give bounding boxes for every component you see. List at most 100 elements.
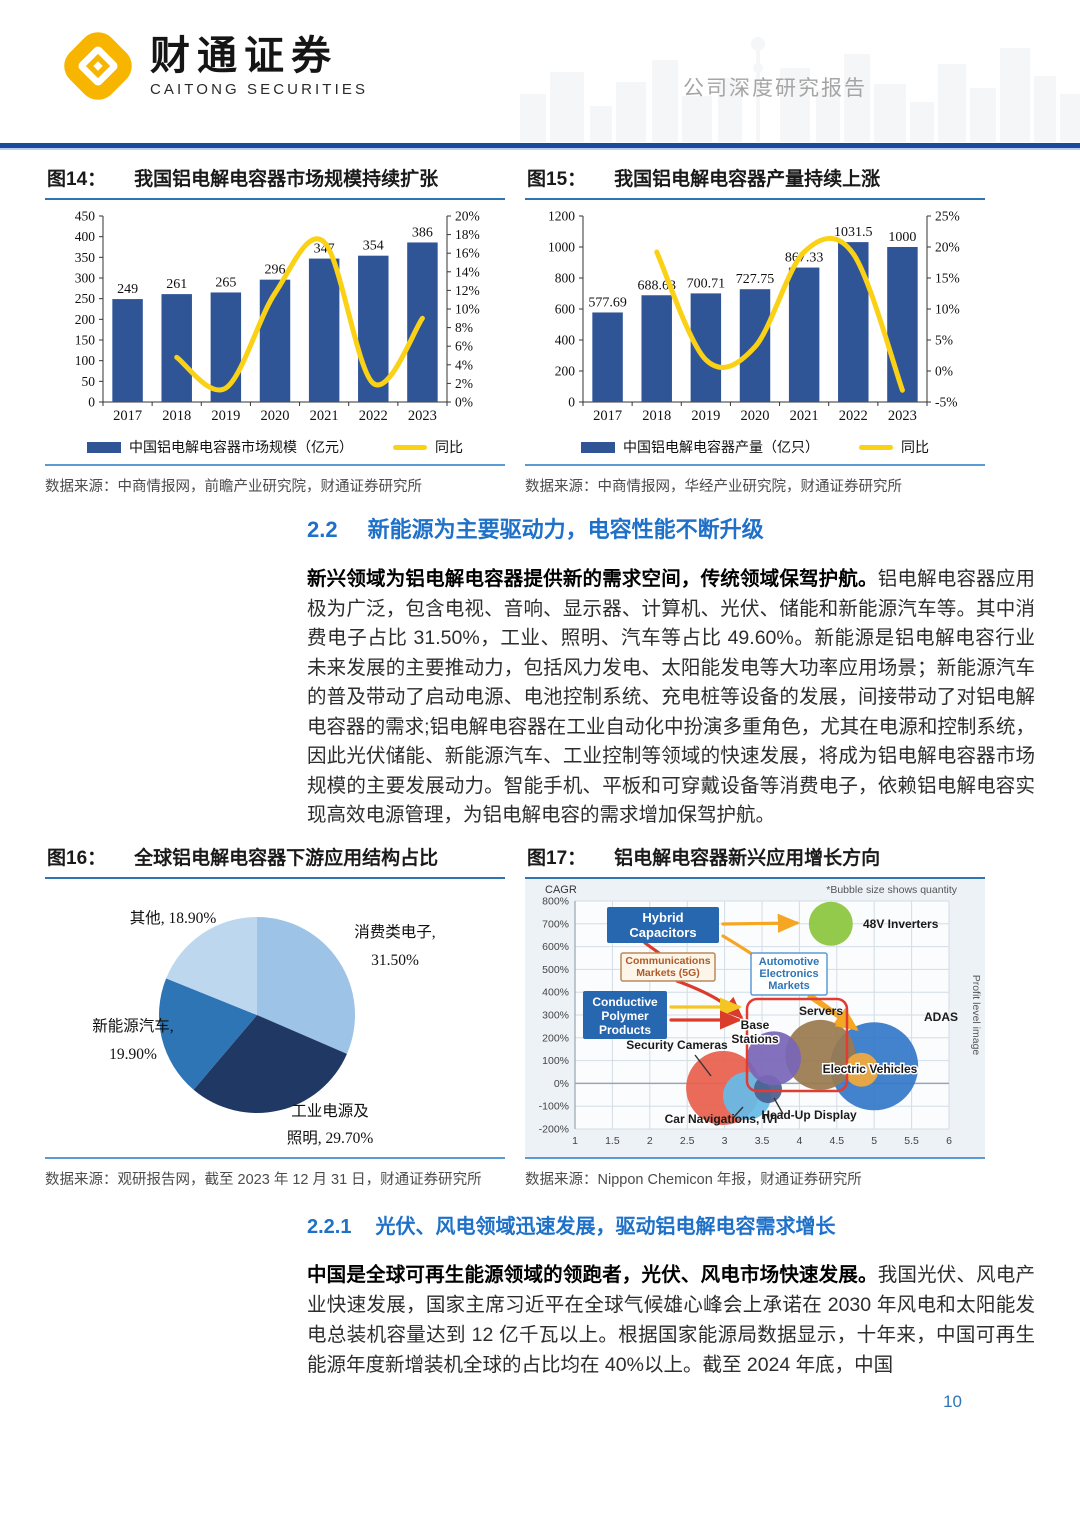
figure-16-title: 图16： 全球铝电解电容器下游应用结构占比 xyxy=(45,841,505,879)
section-2-2-1-title: 光伏、风电领域迅速发展，驱动铝电解电容需求增长 xyxy=(375,1215,836,1238)
svg-text:5%: 5% xyxy=(935,333,953,348)
svg-text:10%: 10% xyxy=(935,302,960,317)
section-2-2-1-number: 2.2.1 xyxy=(307,1215,352,1238)
section-2-2-heading: 2.2 新能源为主要驱动力，电容性能不断升级 xyxy=(307,515,1035,545)
fig14-legend: 中国铝电解电容器市场规模（亿元） 同比 xyxy=(45,435,505,459)
svg-text:2019: 2019 xyxy=(211,408,240,424)
svg-text:2%: 2% xyxy=(455,376,473,391)
svg-text:250: 250 xyxy=(75,291,96,306)
svg-text:386: 386 xyxy=(412,225,433,240)
svg-text:18%: 18% xyxy=(455,227,480,242)
svg-text:800: 800 xyxy=(555,271,576,286)
svg-text:5: 5 xyxy=(871,1135,877,1147)
caitong-logo-icon xyxy=(64,32,132,100)
svg-text:*Bubble size shows quantity: *Bubble size shows quantity xyxy=(826,884,957,896)
svg-text:2017: 2017 xyxy=(593,408,622,424)
svg-text:600: 600 xyxy=(555,302,576,317)
section-2-2-title: 新能源为主要驱动力，电容性能不断升级 xyxy=(367,517,764,542)
svg-text:ADAS: ADAS xyxy=(924,1010,958,1024)
paragraph-2-body: 我国光伏、风电产业快速发展，国家主席习近平在全球气候雄心峰会上承诺在 2030 … xyxy=(307,1263,1035,1376)
svg-text:31.50%: 31.50% xyxy=(371,952,419,969)
svg-text:300: 300 xyxy=(75,271,96,286)
svg-text:0: 0 xyxy=(88,395,95,410)
svg-text:Electric Vehicles: Electric Vehicles xyxy=(823,1062,918,1076)
svg-text:其他, 18.90%: 其他, 18.90% xyxy=(130,909,217,927)
fig15-legend-line-label: 同比 xyxy=(901,441,929,456)
svg-text:20%: 20% xyxy=(455,209,480,224)
svg-text:Stations: Stations xyxy=(731,1032,779,1046)
bar-swatch-icon xyxy=(87,441,121,453)
figure-16: 图16： 全球铝电解电容器下游应用结构占比 消费类电子, 31.50% 工业电源及照… xyxy=(45,841,505,1192)
fig16-source: 数据来源：观研报告网，截至 2023 年 12 月 31 日，财通证券研究所 xyxy=(45,1156,505,1192)
paragraph-1-body: 铝电解电容器应用极为广泛，包含电视、音响、显示器、计算机、光伏、储能和新能源汽车… xyxy=(307,568,1035,826)
svg-text:700.71: 700.71 xyxy=(687,276,726,291)
svg-text:200: 200 xyxy=(555,364,576,379)
fig14-legend-bar: 中国铝电解电容器市场规模（亿元） xyxy=(87,437,353,457)
svg-text:14%: 14% xyxy=(455,264,480,279)
figure-15: 图15： 我国铝电解电容器产量持续上涨 1200 1000 800 600 400 200… xyxy=(525,162,985,499)
bar-swatch-icon xyxy=(581,441,615,453)
figure-14-label: 图14： xyxy=(47,169,107,190)
figure-15-title: 图15： 我国铝电解电容器产量持续上涨 xyxy=(525,162,985,200)
svg-text:8%: 8% xyxy=(455,320,473,335)
skyline-watermark xyxy=(520,37,1080,142)
fig15-legend-bar-label: 中国铝电解电容器产量（亿只） xyxy=(623,441,819,456)
paragraph-1-lead: 新兴领域为铝电解电容器提供新的需求空间，传统领域保驾护航。 xyxy=(307,568,878,590)
figure-17-title: 图17： 铝电解电容器新兴应用增长方向 xyxy=(525,841,985,879)
svg-text:0%: 0% xyxy=(455,395,473,410)
line-swatch-icon xyxy=(859,444,893,450)
svg-text:Automotive: Automotive xyxy=(759,956,820,968)
fig14-legend-line-label: 同比 xyxy=(435,441,463,456)
svg-text:Head-Up Display: Head-Up Display xyxy=(761,1108,857,1122)
figure-17-label: 图17： xyxy=(527,847,587,869)
svg-text:Markets (5G): Markets (5G) xyxy=(636,967,700,979)
page-content: 图14： 我国铝电解电容器市场规模持续扩张 450 400 350 300 250 200… xyxy=(0,162,1080,1380)
svg-text:2022: 2022 xyxy=(839,408,868,424)
fig17-bubble-chart: 1 1.5 2 2.5 3 3.5 4 4.5 5 5.5 6 800% 700% 600% 500% 400… xyxy=(525,878,985,1157)
svg-text:1: 1 xyxy=(572,1135,578,1147)
svg-text:20%: 20% xyxy=(935,240,960,255)
svg-text:2023: 2023 xyxy=(888,408,917,424)
svg-text:249: 249 xyxy=(117,282,138,297)
svg-text:400%: 400% xyxy=(542,986,569,998)
svg-text:1000: 1000 xyxy=(548,240,575,255)
svg-text:2021: 2021 xyxy=(790,408,819,424)
svg-text:2018: 2018 xyxy=(162,408,191,424)
svg-text:1031.5: 1031.5 xyxy=(834,225,873,240)
svg-text:500%: 500% xyxy=(542,963,569,975)
svg-text:0%: 0% xyxy=(935,364,953,379)
svg-text:300%: 300% xyxy=(542,1009,569,1021)
fig14-source: 数据来源：中商情报网，前瞻产业研究院，财通证券研究所 xyxy=(45,464,505,499)
fig14-legend-line: 同比 xyxy=(393,437,463,457)
figure-15-title-text: 我国铝电解电容器产量持续上涨 xyxy=(614,169,881,190)
svg-text:3.5: 3.5 xyxy=(755,1135,770,1147)
svg-text:4%: 4% xyxy=(455,357,473,372)
svg-text:Products: Products xyxy=(599,1023,651,1037)
svg-text:-200%: -200% xyxy=(539,1123,569,1135)
svg-text:0%: 0% xyxy=(554,1077,569,1089)
svg-text:5.5: 5.5 xyxy=(904,1135,919,1147)
svg-text:354: 354 xyxy=(363,239,384,254)
svg-text:1000: 1000 xyxy=(888,230,916,245)
svg-text:400: 400 xyxy=(75,229,96,244)
line-swatch-icon xyxy=(393,444,427,450)
figure-row-2: 图16： 全球铝电解电容器下游应用结构占比 消费类电子, 31.50% 工业电源及照… xyxy=(45,841,1035,1192)
fig15-bar-line-chart: 1200 1000 800 600 400 200 0 25% 20% 15% 10% 5% 0% -5%… xyxy=(548,209,960,425)
svg-text:10%: 10% xyxy=(455,302,480,317)
fig15-legend: 中国铝电解电容器产量（亿只） 同比 xyxy=(525,435,985,459)
svg-text:261: 261 xyxy=(166,277,187,292)
paragraph-1: 新兴领域为铝电解电容器提供新的需求空间，传统领域保驾护航。铝电解电容器应用极为广… xyxy=(307,565,1035,831)
svg-text:Security Cameras: Security Cameras xyxy=(626,1038,728,1052)
section-2-2-1-heading: 2.2.1 光伏、风电领域迅速发展，驱动铝电解电容需求增长 xyxy=(307,1214,1035,1240)
header-divider xyxy=(0,143,1080,148)
fig15-source: 数据来源：中商情报网，华经产业研究院，财通证券研究所 xyxy=(525,464,985,499)
svg-text:200: 200 xyxy=(75,312,96,327)
svg-text:15%: 15% xyxy=(935,271,960,286)
svg-text:2020: 2020 xyxy=(261,408,290,424)
svg-text:Profit level image: Profit level image xyxy=(970,974,982,1055)
svg-text:3: 3 xyxy=(722,1135,728,1147)
figure-17: 图17： 铝电解电容器新兴应用增长方向 1 1.5 2 2.5 3 3.5 4 4.5 5 5.5… xyxy=(525,841,985,1192)
svg-text:2021: 2021 xyxy=(310,408,339,424)
brand-name-en: CAITONG SECURITIES xyxy=(150,81,369,98)
fig15-legend-bar: 中国铝电解电容器产量（亿只） xyxy=(581,437,819,457)
